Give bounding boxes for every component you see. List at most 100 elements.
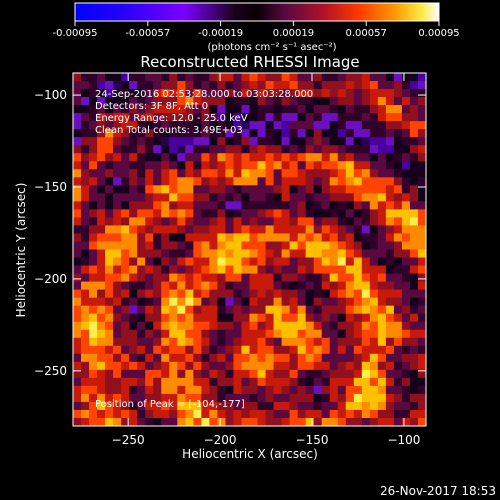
heatmap-cell xyxy=(353,129,363,138)
heatmap-cell xyxy=(105,201,114,210)
heatmap-cell xyxy=(161,217,170,226)
heatmap-cell xyxy=(113,209,122,218)
heatmap-cell xyxy=(153,153,162,162)
heatmap-cell xyxy=(273,137,282,146)
heatmap-cell xyxy=(401,249,411,258)
heatmap-cell xyxy=(193,161,202,170)
heatmap-cell xyxy=(409,81,419,90)
heatmap-cell xyxy=(313,201,323,210)
heatmap-cell xyxy=(321,201,331,210)
heatmap-cell xyxy=(337,201,347,210)
heatmap-cell xyxy=(89,393,98,403)
heatmap-cell xyxy=(209,129,218,138)
heatmap-cell xyxy=(169,113,178,122)
heatmap-cell xyxy=(417,225,427,234)
heatmap-cell xyxy=(337,137,347,146)
heatmap-cell xyxy=(185,297,194,307)
heatmap-cell xyxy=(281,361,291,371)
heatmap-cell xyxy=(217,113,226,122)
heatmap-cell xyxy=(345,401,355,411)
heatmap-cell xyxy=(225,185,234,194)
heatmap-cell xyxy=(409,401,419,411)
heatmap-cell xyxy=(89,73,98,82)
heatmap-cell xyxy=(401,393,411,403)
heatmap-cell xyxy=(257,345,266,355)
heatmap-cell xyxy=(97,401,106,411)
heatmap-cell xyxy=(81,321,90,331)
heatmap-cell xyxy=(265,129,274,138)
heatmap-cell xyxy=(393,401,403,411)
heatmap-cell xyxy=(297,385,307,395)
heatmap-cell xyxy=(273,361,282,371)
heatmap-cell xyxy=(97,289,106,299)
heatmap-cell xyxy=(249,361,258,371)
heatmap-cell xyxy=(217,137,226,146)
heatmap-cell xyxy=(297,225,307,234)
heatmap-cell xyxy=(137,185,146,194)
heatmap-cell xyxy=(361,257,371,266)
heatmap-cell xyxy=(185,185,194,194)
heatmap-cell xyxy=(161,169,170,178)
heatmap-cell xyxy=(353,361,363,371)
heatmap-cell xyxy=(177,369,186,379)
heatmap-cell xyxy=(145,369,154,379)
heatmap-cell xyxy=(193,265,202,274)
heatmap-cell xyxy=(89,385,98,395)
heatmap-cell xyxy=(137,177,146,186)
heatmap-cell xyxy=(169,89,178,98)
heatmap-cell xyxy=(153,329,162,339)
heatmap-cell xyxy=(345,185,355,194)
heatmap-cell xyxy=(321,417,331,427)
heatmap-cell xyxy=(89,337,98,347)
heatmap-cell xyxy=(345,105,355,114)
heatmap-cell xyxy=(153,417,162,427)
heatmap-cell xyxy=(241,233,250,242)
heatmap-cell xyxy=(329,313,339,323)
heatmap-cell xyxy=(185,385,194,395)
heatmap-cell xyxy=(265,345,274,355)
heatmap-cell xyxy=(305,289,315,299)
heatmap-cell xyxy=(369,385,379,395)
heatmap-cell xyxy=(345,145,355,154)
heatmap-cell xyxy=(265,393,274,403)
heatmap-cell xyxy=(249,345,258,355)
annotation-energy: Energy Range: 12.0 - 25.0 keV xyxy=(95,113,248,124)
heatmap-cell xyxy=(217,345,226,355)
heatmap-cell xyxy=(289,121,299,130)
heatmap-cell xyxy=(185,241,194,250)
heatmap-cell xyxy=(169,185,178,194)
heatmap-cell xyxy=(145,233,154,242)
heatmap-cell xyxy=(313,305,323,315)
heatmap-cell xyxy=(113,233,122,242)
heatmap-cell xyxy=(89,113,98,122)
heatmap-cell xyxy=(89,241,98,250)
heatmap-cell xyxy=(329,305,339,315)
heatmap-cell xyxy=(305,193,315,202)
heatmap-cell xyxy=(209,121,218,130)
heatmap-cell xyxy=(393,305,403,315)
heatmap-cell xyxy=(161,385,170,395)
heatmap-cell xyxy=(121,161,130,170)
heatmap-cell xyxy=(329,265,339,274)
heatmap-cell xyxy=(265,353,274,363)
heatmap-cell xyxy=(193,361,202,371)
heatmap-cell xyxy=(257,137,266,146)
heatmap-cell xyxy=(201,401,210,411)
heatmap-cell xyxy=(385,393,395,403)
heatmap-cell xyxy=(193,169,202,178)
heatmap-cell xyxy=(153,409,162,419)
heatmap-cell xyxy=(281,345,291,355)
heatmap-cell xyxy=(73,305,82,315)
heatmap-cell xyxy=(345,209,355,218)
heatmap-cell xyxy=(369,361,379,371)
heatmap-cell xyxy=(89,265,98,274)
heatmap-cell xyxy=(377,393,387,403)
heatmap-cell xyxy=(393,321,403,331)
colorbar-tick-label: -0.00095 xyxy=(53,28,98,39)
heatmap-cell xyxy=(137,81,146,90)
heatmap-cell xyxy=(137,121,146,130)
heatmap-cell xyxy=(145,313,154,323)
heatmap-cell xyxy=(105,313,114,323)
heatmap-cell xyxy=(377,81,387,90)
heatmap-cell xyxy=(337,89,347,98)
